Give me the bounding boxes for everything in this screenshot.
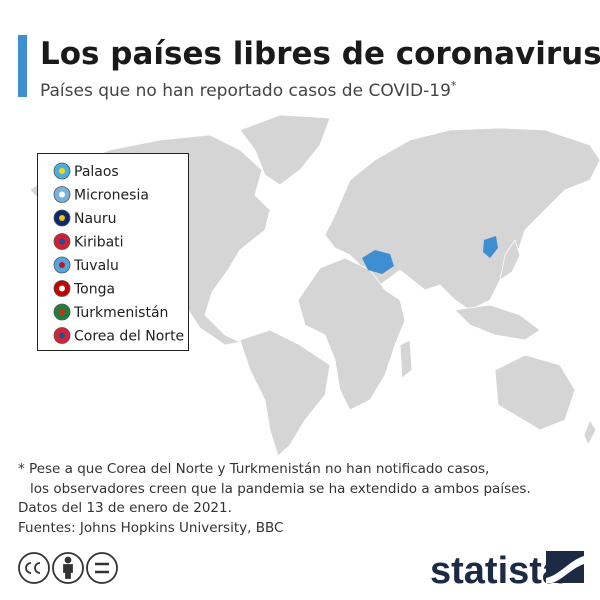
flag-accent: [59, 332, 65, 339]
flag-accent: [59, 309, 65, 315]
legend-label: Palaos: [74, 164, 119, 180]
brand: statista: [430, 550, 564, 592]
africa: [297, 257, 406, 411]
southeast-asia: [454, 304, 541, 341]
flag-accent: [59, 285, 65, 292]
subtitle-mark: *: [451, 79, 457, 92]
legend-label: Tonga: [73, 282, 115, 298]
note-line: * Pese a que Corea del Norte y Turkmenis…: [18, 461, 489, 477]
subtitle-text: Países que no han reportado casos de COV…: [40, 81, 451, 101]
title: Los países libres de coronavirus: [40, 36, 600, 72]
flag-accent: [59, 215, 65, 221]
madagascar: [399, 339, 413, 379]
flag-accent: [59, 262, 65, 268]
flag-accent: [59, 168, 65, 174]
legend-label: Micronesia: [74, 188, 149, 204]
subtitle: Países que no han reportado casos de COV…: [40, 79, 457, 101]
legend-label: Nauru: [74, 211, 117, 227]
flag-accent: [59, 238, 65, 245]
title-bar: [18, 35, 27, 97]
legend-label: Tuvalu: [73, 258, 119, 274]
license-icons: [18, 552, 118, 584]
legend-label: Turkmenistán: [73, 305, 168, 321]
note-line: Fuentes: Johns Hopkins University, BBC: [18, 520, 283, 536]
brand-logo: [546, 551, 584, 583]
legend-label: Kiribati: [74, 235, 124, 251]
legend-label: Corea del Norte: [74, 329, 184, 345]
south-america: [239, 329, 331, 457]
note-line: los observadores creen que la pandemia s…: [30, 481, 531, 497]
greenland: [239, 114, 331, 186]
note-line: Datos del 13 de enero de 2021.: [18, 500, 232, 516]
legend: Palaos Micronesia Nauru Kiribati Tuvalu Tonga…: [53, 162, 184, 345]
australia: [494, 354, 576, 431]
flag-accent: [59, 191, 65, 198]
japan: [499, 239, 521, 281]
notes: * Pese a que Corea del Norte y Turkmenis…: [18, 461, 531, 536]
north-korea: [483, 236, 498, 258]
new-zealand: [583, 419, 597, 446]
turkmenistan: [362, 250, 394, 274]
